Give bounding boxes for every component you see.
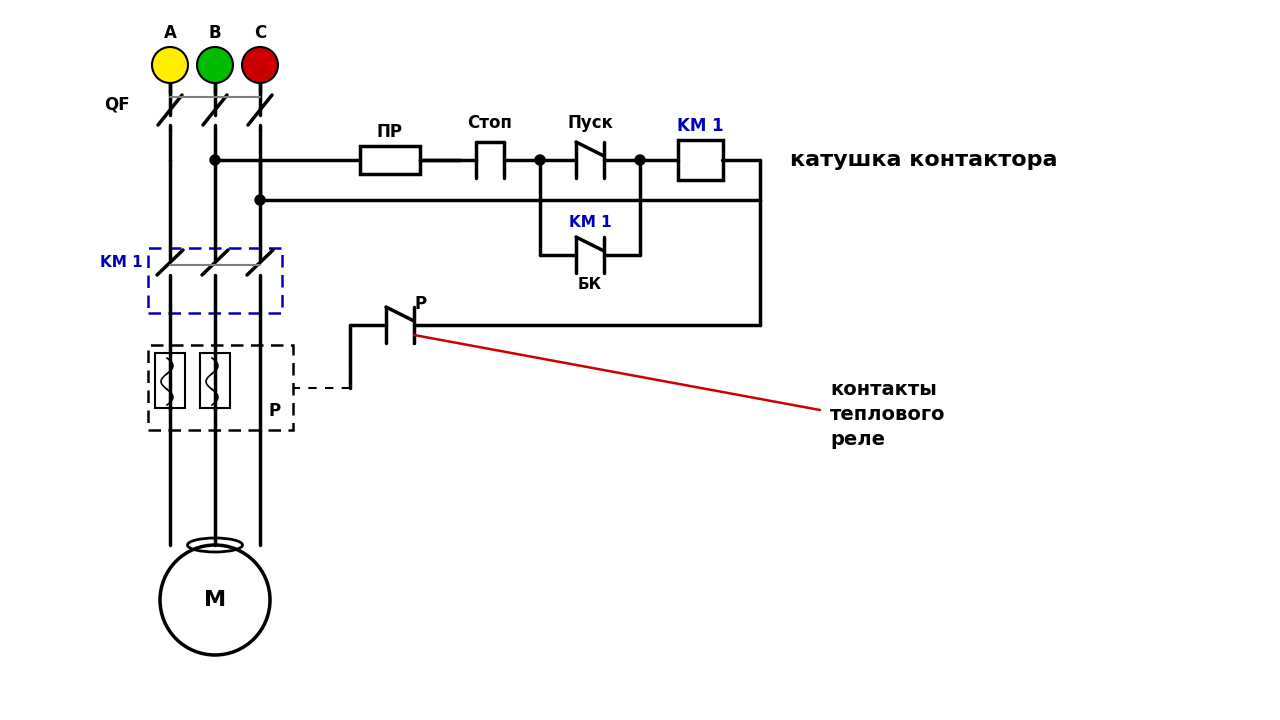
Circle shape (197, 47, 233, 83)
Text: A: A (164, 24, 177, 42)
Text: KM 1: KM 1 (100, 255, 143, 270)
Text: B: B (209, 24, 221, 42)
Text: катушка контактора: катушка контактора (790, 150, 1057, 170)
Text: M: M (204, 590, 227, 610)
Circle shape (255, 195, 265, 205)
Text: БК: БК (579, 277, 602, 292)
Circle shape (535, 155, 545, 165)
Text: ПР: ПР (378, 123, 403, 141)
Bar (148, 248, 282, 313)
Bar (360, 146, 420, 174)
Bar (678, 140, 723, 180)
Text: P: P (413, 295, 426, 313)
Circle shape (242, 47, 278, 83)
Text: KM 1: KM 1 (677, 117, 723, 135)
Bar (148, 345, 293, 430)
Text: KM 1: KM 1 (568, 215, 612, 230)
Text: Пуск: Пуск (567, 114, 613, 132)
Circle shape (635, 155, 645, 165)
Text: Стоп: Стоп (467, 114, 512, 132)
Bar (155, 353, 186, 408)
Circle shape (152, 47, 188, 83)
Text: контакты
теплового
реле: контакты теплового реле (829, 380, 946, 449)
Text: C: C (253, 24, 266, 42)
Circle shape (210, 155, 220, 165)
Bar (200, 353, 230, 408)
Text: QF: QF (105, 96, 131, 114)
Text: P: P (268, 402, 280, 420)
